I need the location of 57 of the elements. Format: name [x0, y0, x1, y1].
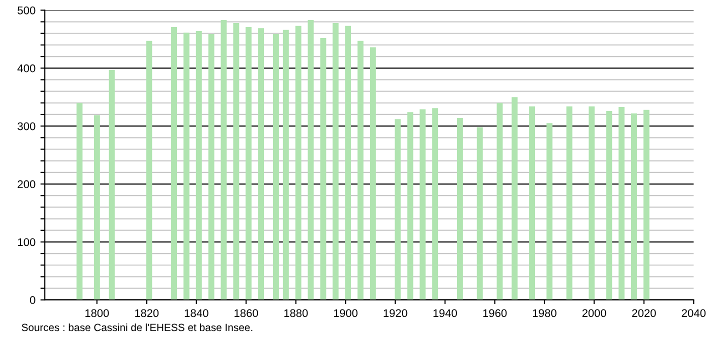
- bar: [196, 31, 202, 300]
- bar: [258, 28, 264, 300]
- y-tick-label: 0: [30, 296, 36, 304]
- x-tick-label: 1900: [334, 309, 358, 318]
- bar: [208, 34, 214, 300]
- y-tick-label: 300: [18, 122, 36, 130]
- bar: [476, 127, 483, 300]
- bar: [358, 40, 364, 300]
- bar: [246, 27, 252, 300]
- bar: [420, 109, 426, 300]
- bar: [496, 102, 503, 300]
- x-tick-label: 2040: [682, 309, 706, 318]
- x-tick-label: 1920: [384, 309, 408, 318]
- bar: [588, 106, 595, 300]
- x-tick-label: 1940: [434, 309, 457, 318]
- x-tick-label: 1860: [234, 309, 258, 318]
- bar: [295, 26, 302, 300]
- bar: [643, 110, 650, 300]
- x-tick-label: 1800: [85, 309, 109, 318]
- bar: [308, 20, 314, 300]
- bar: [220, 20, 227, 300]
- bar: [618, 106, 625, 300]
- x-tick-label: 1840: [184, 309, 208, 318]
- bar: [432, 108, 438, 300]
- bar: [512, 97, 518, 300]
- y-tick-label: 200: [18, 180, 36, 188]
- source-note: Sources : base Cassini de l'EHESS et base Insee.: [22, 323, 252, 332]
- y-tick-label: 500: [18, 6, 36, 14]
- bar: [529, 106, 536, 300]
- bar: [320, 38, 326, 300]
- x-tick-label: 1820: [135, 309, 159, 318]
- bar: [345, 26, 352, 300]
- bar: [566, 106, 572, 300]
- x-tick-label: 2000: [582, 309, 606, 318]
- y-tick-label: 400: [17, 64, 36, 72]
- bar: [456, 118, 463, 300]
- bar: [546, 123, 552, 300]
- bar: [183, 32, 190, 300]
- bar: [407, 112, 414, 300]
- x-tick-label: 1960: [483, 309, 507, 318]
- bar: [394, 119, 401, 300]
- x-tick-label: 1980: [532, 309, 556, 318]
- bar: [76, 102, 83, 300]
- bar: [272, 34, 279, 300]
- bar: [631, 113, 637, 300]
- y-tick-label: 100: [18, 238, 36, 246]
- bar: [171, 27, 178, 300]
- bar: [370, 47, 376, 300]
- x-tick-label: 2020: [632, 309, 656, 318]
- bar: [108, 70, 115, 300]
- bar: [94, 115, 100, 300]
- bar: [146, 40, 152, 300]
- bar: [332, 22, 339, 300]
- bar: [233, 22, 240, 300]
- x-tick-label: 1880: [284, 309, 308, 318]
- bar: [282, 30, 289, 300]
- bar: [606, 111, 612, 300]
